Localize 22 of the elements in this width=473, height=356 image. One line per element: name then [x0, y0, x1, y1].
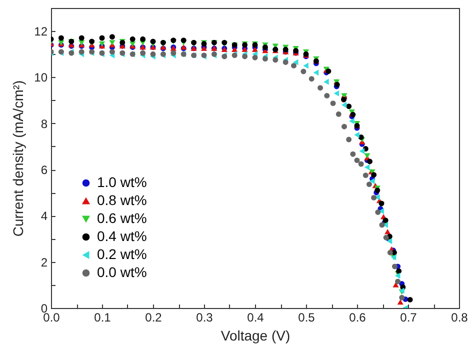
y-tick-label: 8 — [40, 116, 48, 131]
x-axis-title: Voltage (V) — [220, 328, 290, 344]
legend-label: 0.8 wt% — [97, 192, 147, 208]
legend-label: 0.4 wt% — [97, 228, 147, 244]
legend-label: 0.0 wt% — [97, 264, 147, 280]
y-tick-label: 6 — [40, 163, 48, 178]
y-axis-title: Current density (mA/cm²) — [10, 80, 26, 237]
x-tick-label: 0.2 — [145, 310, 162, 324]
x-tick-label: 0.8 — [451, 310, 468, 324]
x-tick-label: 0.4 — [247, 310, 264, 324]
x-tick-label: 0.1 — [94, 310, 112, 324]
y-tick-label: 4 — [40, 209, 48, 224]
legend-label: 0.2 wt% — [97, 246, 147, 262]
y-tick-label: 12 — [34, 24, 48, 39]
x-tick-label: 0.6 — [349, 310, 366, 324]
legend-label: 0.6 wt% — [97, 210, 147, 226]
y-tick-label: 10 — [34, 70, 48, 85]
x-tick-label: 0.3 — [196, 310, 214, 324]
legend-label: 1.0 wt% — [97, 174, 147, 190]
x-tick-label: 0.7 — [400, 310, 418, 324]
x-tick-label: 0.5 — [298, 310, 316, 324]
y-tick-label: 2 — [40, 255, 48, 270]
